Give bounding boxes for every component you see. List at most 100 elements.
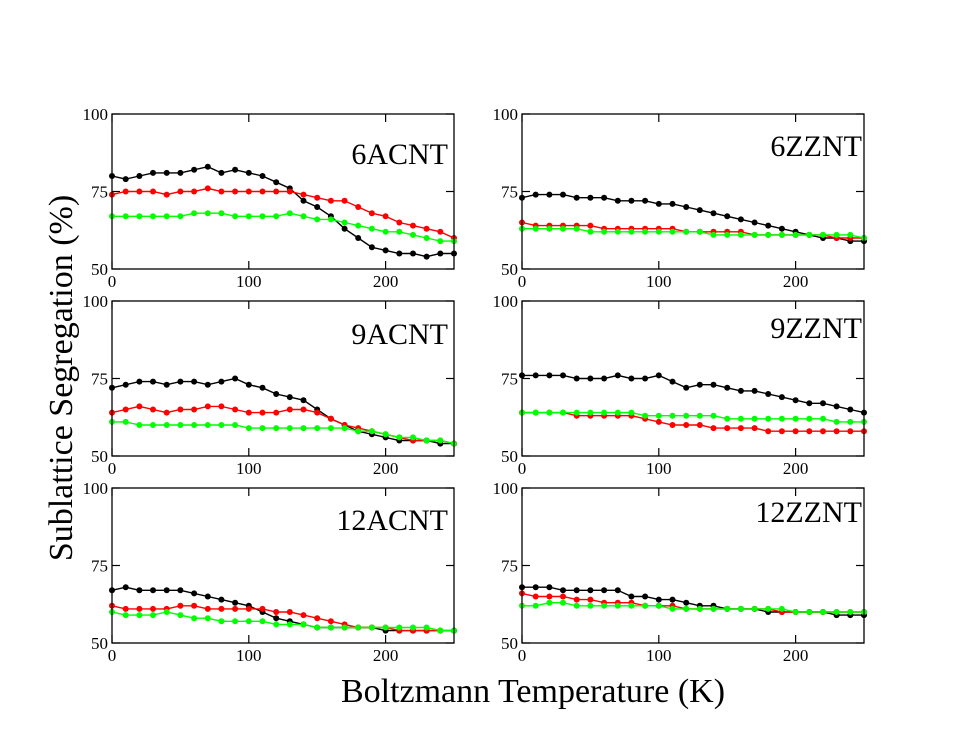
data-point — [587, 228, 594, 235]
y-tick-label: 100 — [493, 292, 519, 311]
data-point — [833, 231, 840, 238]
data-point — [273, 621, 280, 628]
data-point — [232, 188, 239, 195]
data-point — [724, 425, 731, 432]
data-point — [327, 216, 334, 223]
data-point — [573, 602, 580, 609]
data-point — [669, 228, 676, 235]
data-point — [286, 210, 293, 217]
series-line-0 — [521, 193, 864, 242]
data-point — [724, 384, 731, 391]
data-point — [273, 425, 280, 432]
data-point — [150, 169, 156, 176]
data-point — [177, 406, 184, 413]
data-point — [327, 425, 334, 432]
data-point — [232, 599, 239, 606]
data-point — [191, 188, 198, 195]
data-point — [191, 602, 198, 609]
data-point — [136, 612, 143, 619]
data-point — [532, 409, 539, 416]
data-point — [614, 228, 621, 235]
x-tick-label: 100 — [236, 272, 262, 291]
data-point — [382, 247, 389, 254]
series-line-0 — [522, 374, 865, 414]
data-point — [204, 422, 211, 428]
data-point — [601, 194, 608, 201]
panel-12acnt: 0 100 200 50 75 100 12ACNT — [83, 479, 457, 665]
y-tick-label: 100 — [83, 479, 109, 498]
data-point — [573, 587, 580, 594]
data-point — [437, 238, 444, 245]
data-point — [778, 231, 785, 238]
data-point — [710, 381, 717, 388]
data-point — [820, 400, 826, 407]
data-point — [560, 409, 566, 416]
data-point — [724, 213, 731, 220]
data-point — [792, 609, 799, 615]
data-point — [273, 213, 280, 220]
data-point — [546, 225, 553, 232]
data-point — [396, 250, 403, 257]
data-point — [587, 602, 594, 609]
data-point — [614, 602, 621, 609]
data-point — [259, 173, 266, 179]
data-point — [314, 216, 321, 223]
data-point — [820, 609, 826, 615]
data-point — [245, 381, 252, 388]
data-point — [751, 605, 758, 612]
data-point — [847, 428, 854, 435]
data-point — [737, 387, 744, 394]
data-point — [710, 210, 717, 217]
data-point — [751, 219, 758, 226]
data-point — [327, 618, 334, 625]
data-point — [300, 213, 307, 220]
x-tick-label: 0 — [108, 646, 117, 665]
data-point — [751, 231, 758, 238]
data-point — [150, 587, 156, 594]
data-point — [573, 225, 580, 232]
data-point — [163, 587, 170, 594]
data-point — [327, 415, 334, 422]
data-point — [628, 197, 635, 204]
data-point — [150, 188, 156, 195]
data-point — [396, 624, 403, 631]
data-point — [560, 191, 566, 198]
data-point — [191, 590, 198, 597]
data-point — [300, 425, 307, 432]
data-point — [218, 188, 225, 195]
data-point — [273, 615, 280, 622]
data-point — [546, 584, 553, 591]
data-point — [232, 618, 239, 625]
data-point — [778, 428, 785, 435]
data-point — [546, 409, 553, 416]
data-point — [628, 409, 635, 416]
data-point — [136, 422, 143, 428]
data-point — [683, 412, 690, 419]
data-point — [300, 621, 307, 628]
data-point — [423, 235, 430, 241]
data-point — [122, 406, 129, 413]
data-point — [778, 605, 785, 612]
data-point — [177, 587, 184, 594]
x-tick-label: 200 — [373, 646, 399, 665]
data-point — [327, 624, 334, 631]
data-point — [655, 418, 662, 425]
data-point — [614, 587, 621, 594]
data-point — [532, 191, 539, 198]
data-point — [286, 609, 293, 615]
data-point — [751, 387, 758, 394]
data-point — [573, 596, 580, 603]
data-point — [218, 169, 225, 176]
data-point — [410, 624, 416, 631]
data-point — [122, 584, 129, 591]
x-tick-label: 100 — [646, 272, 672, 291]
data-point — [232, 213, 239, 220]
data-point — [355, 624, 362, 631]
data-point — [532, 584, 539, 591]
data-point — [191, 210, 198, 217]
data-point — [669, 605, 676, 612]
data-point — [245, 188, 252, 195]
data-point — [355, 222, 362, 229]
data-point — [737, 231, 744, 238]
